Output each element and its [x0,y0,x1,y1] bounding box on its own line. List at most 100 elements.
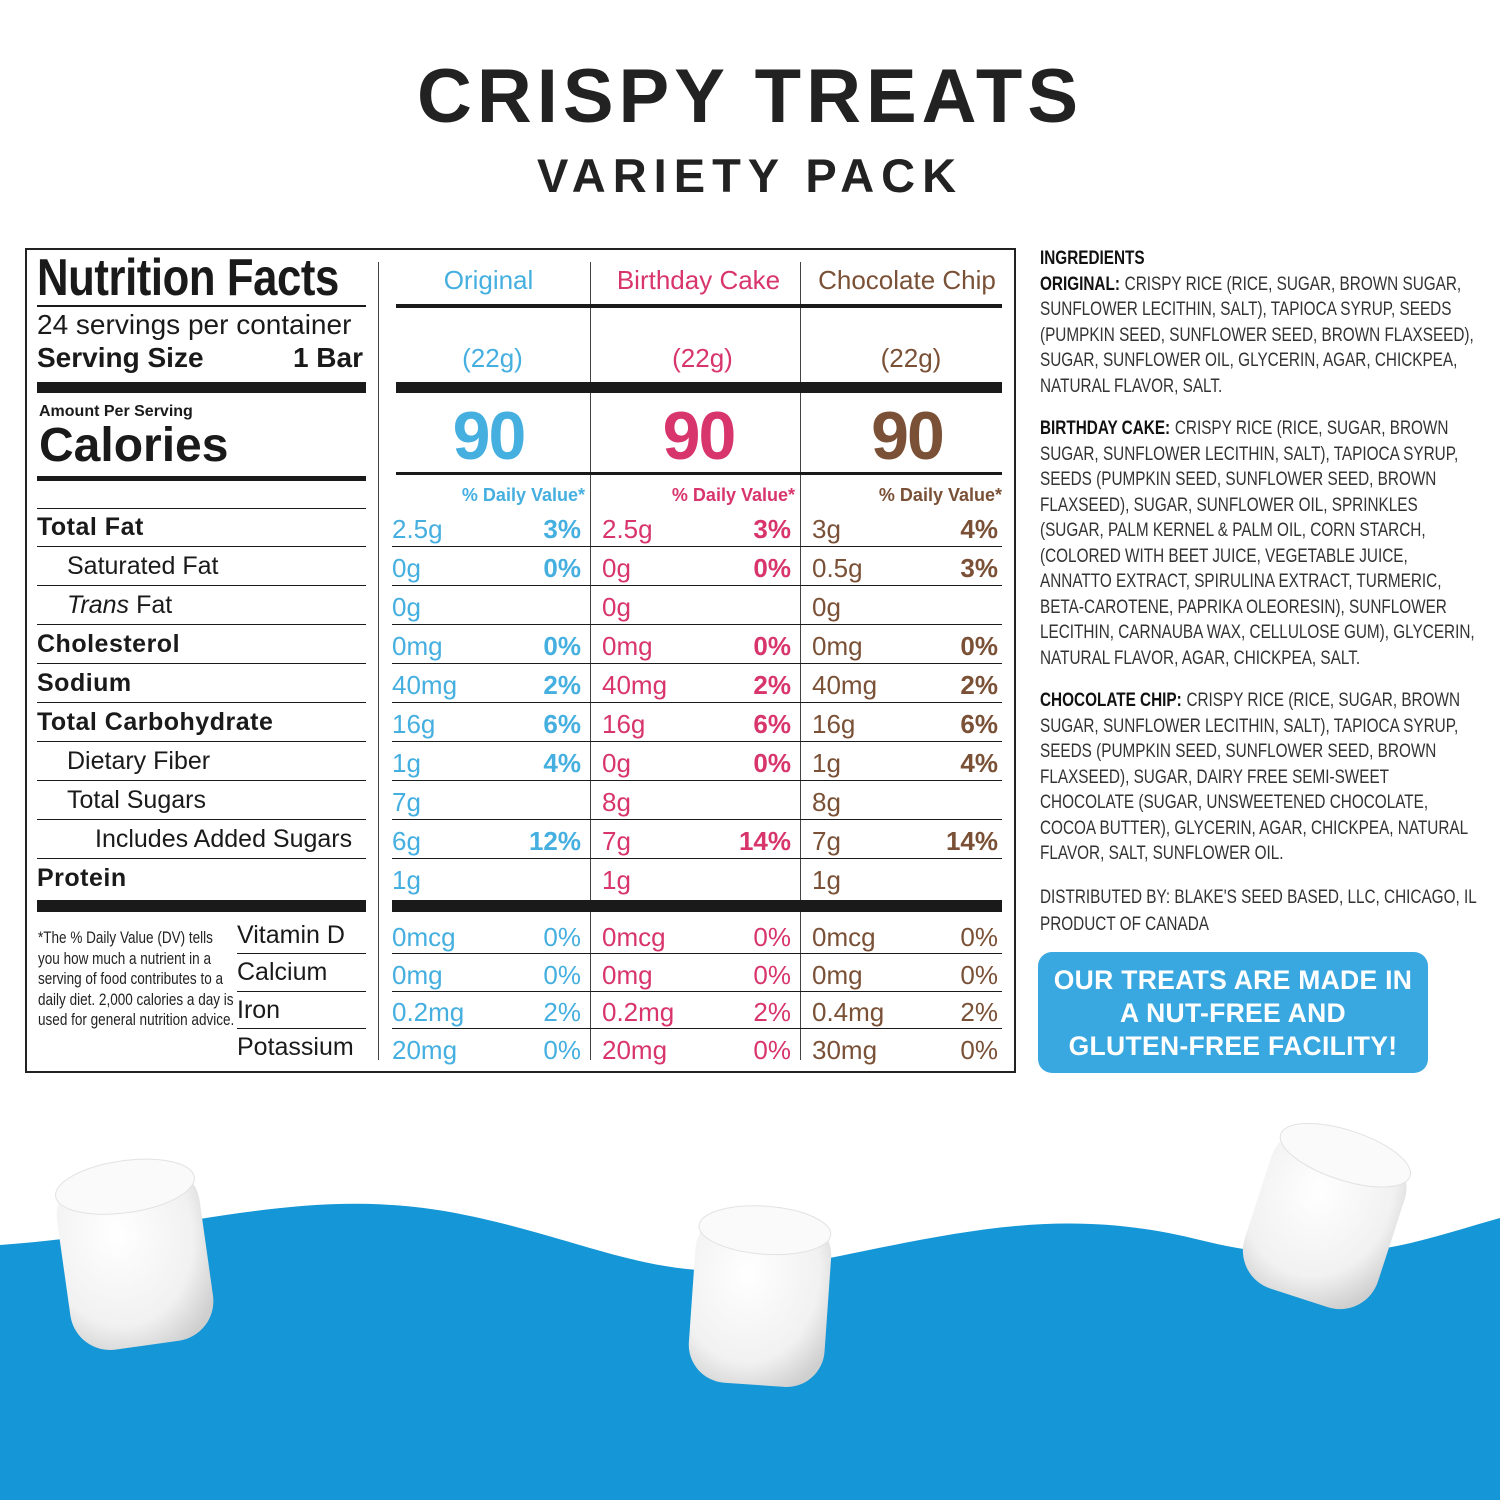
badge-line: A NUT-FREE AND [1119,998,1346,1028]
amount: 16g [392,709,436,739]
amount: 0g [602,592,631,622]
daily-value: 2% [960,670,998,700]
rule [37,780,366,781]
distributed-line: PRODUCT OF CANADA [1040,912,1209,935]
daily-value: 2% [960,997,998,1027]
rule [37,702,366,703]
daily-value: 0% [753,959,791,990]
rule [392,819,1002,820]
amount: 0g [812,592,841,622]
amount: 0g [392,553,421,583]
ingredients-text: CRISPY RICE (RICE, SUGAR, BROWN SUGAR, S… [1040,689,1468,864]
amount: 1g [392,865,421,895]
divider [800,262,801,1060]
nutrient-label: Trans Fat [67,589,172,622]
marshmallow [688,1205,832,1387]
rule [392,702,1002,703]
amount: 40mg [392,670,458,700]
divider [590,262,591,1060]
rule [37,819,366,820]
ingredients-lead: BIRTHDAY CAKE: [1040,417,1171,439]
ingredients-paragraph: ORIGINAL: CRISPY RICE (RICE, SUGAR, BROWN… [1040,272,1480,400]
amount: 40mg [812,670,878,700]
nutrient-label-text: Cholesterol [37,629,181,658]
rule [37,476,366,481]
amount: 0.4mg [812,997,885,1027]
rule [396,304,1002,308]
amount: 0.2mg [392,997,465,1027]
amount: 0mcg [602,922,666,952]
daily-value: 0% [543,922,581,952]
daily-value: 3% [753,514,791,544]
daily-value: 0% [960,631,998,661]
nutrient-label-text: Protein [37,863,127,892]
amount: 8g [602,787,631,817]
dv-header: % Daily Value* [671,484,795,505]
amount: 0g [392,592,421,622]
ingredients-text: CRISPY RICE (RICE, SUGAR, BROWN SUGAR, S… [1040,417,1475,669]
daily-value: 2% [543,997,581,1027]
daily-value: 3% [543,514,581,544]
rule [237,953,366,954]
vitamin-label: Vitamin D [237,920,345,949]
amount: 8g [812,787,841,817]
ingredients-heading: INGREDIENTS [1040,247,1145,269]
amount: 7g [812,826,841,856]
rule [392,663,1002,664]
calories-label: Calories [39,419,229,472]
nutrient-label: Dietary Fiber [67,745,210,778]
flavor-name: Original [443,265,534,295]
nutrient-label-text: Dietary Fiber [67,746,211,775]
daily-value: 3% [960,553,998,583]
amount: 1g [602,865,631,895]
dv-header: % Daily Value* [878,484,1002,505]
rule [37,624,366,625]
rule [37,305,366,307]
daily-value: 2% [543,670,581,700]
amount: 7g [602,826,631,856]
rule [392,624,1002,625]
rule [37,663,366,664]
flavor-name: Chocolate Chip [818,265,996,295]
divider [378,262,379,1060]
nutrition-box [25,248,1016,1073]
nutrient-label: Protein [37,862,127,895]
daily-value: 2% [753,997,791,1027]
rule [37,900,366,912]
amount: 6g [392,826,421,856]
ingredients-lead: CHOCOLATE CHIP: [1040,689,1182,711]
amount: 1g [392,748,421,778]
vitamin-label: Iron [237,995,281,1024]
servings: 24 servings per container [37,309,352,340]
daily-value: 0% [543,959,581,990]
daily-value: 0% [960,1034,998,1065]
amount: 0mg [392,959,443,990]
flavor-serving: (22g) [462,343,523,373]
amount: 0.5g [812,553,863,583]
daily-value: 0% [960,959,998,990]
nutrient-label-text: Total Fat [37,512,144,541]
flavor-serving: (22g) [880,343,942,373]
rule [237,1028,366,1029]
rule [37,858,366,859]
daily-value: 4% [960,514,998,544]
daily-value: 0% [960,922,998,952]
ingredients-paragraph: CHOCOLATE CHIP: CRISPY RICE (RICE, SUGAR,… [1040,688,1480,867]
nutrition-title: Nutrition Facts [37,249,339,307]
daily-value: 14% [945,826,998,856]
amount: 20mg [602,1034,668,1065]
daily-value: 14% [738,826,791,856]
rule [37,585,366,586]
calories-value: 90 [662,398,737,474]
amount: 16g [602,709,646,739]
nutrient-label: Total Carbohydrate [37,706,273,739]
daily-value: 12% [528,826,581,856]
rule [392,953,1002,954]
daily-value: 4% [960,748,998,778]
nutrient-label-text: Total Sugars [67,785,206,814]
nutrient-label: Saturated Fat [67,550,218,583]
rule [392,900,1002,912]
daily-value: 0% [543,553,581,583]
marshmallow [1242,1122,1412,1310]
subtitle: VARIETY PACK [536,149,964,202]
